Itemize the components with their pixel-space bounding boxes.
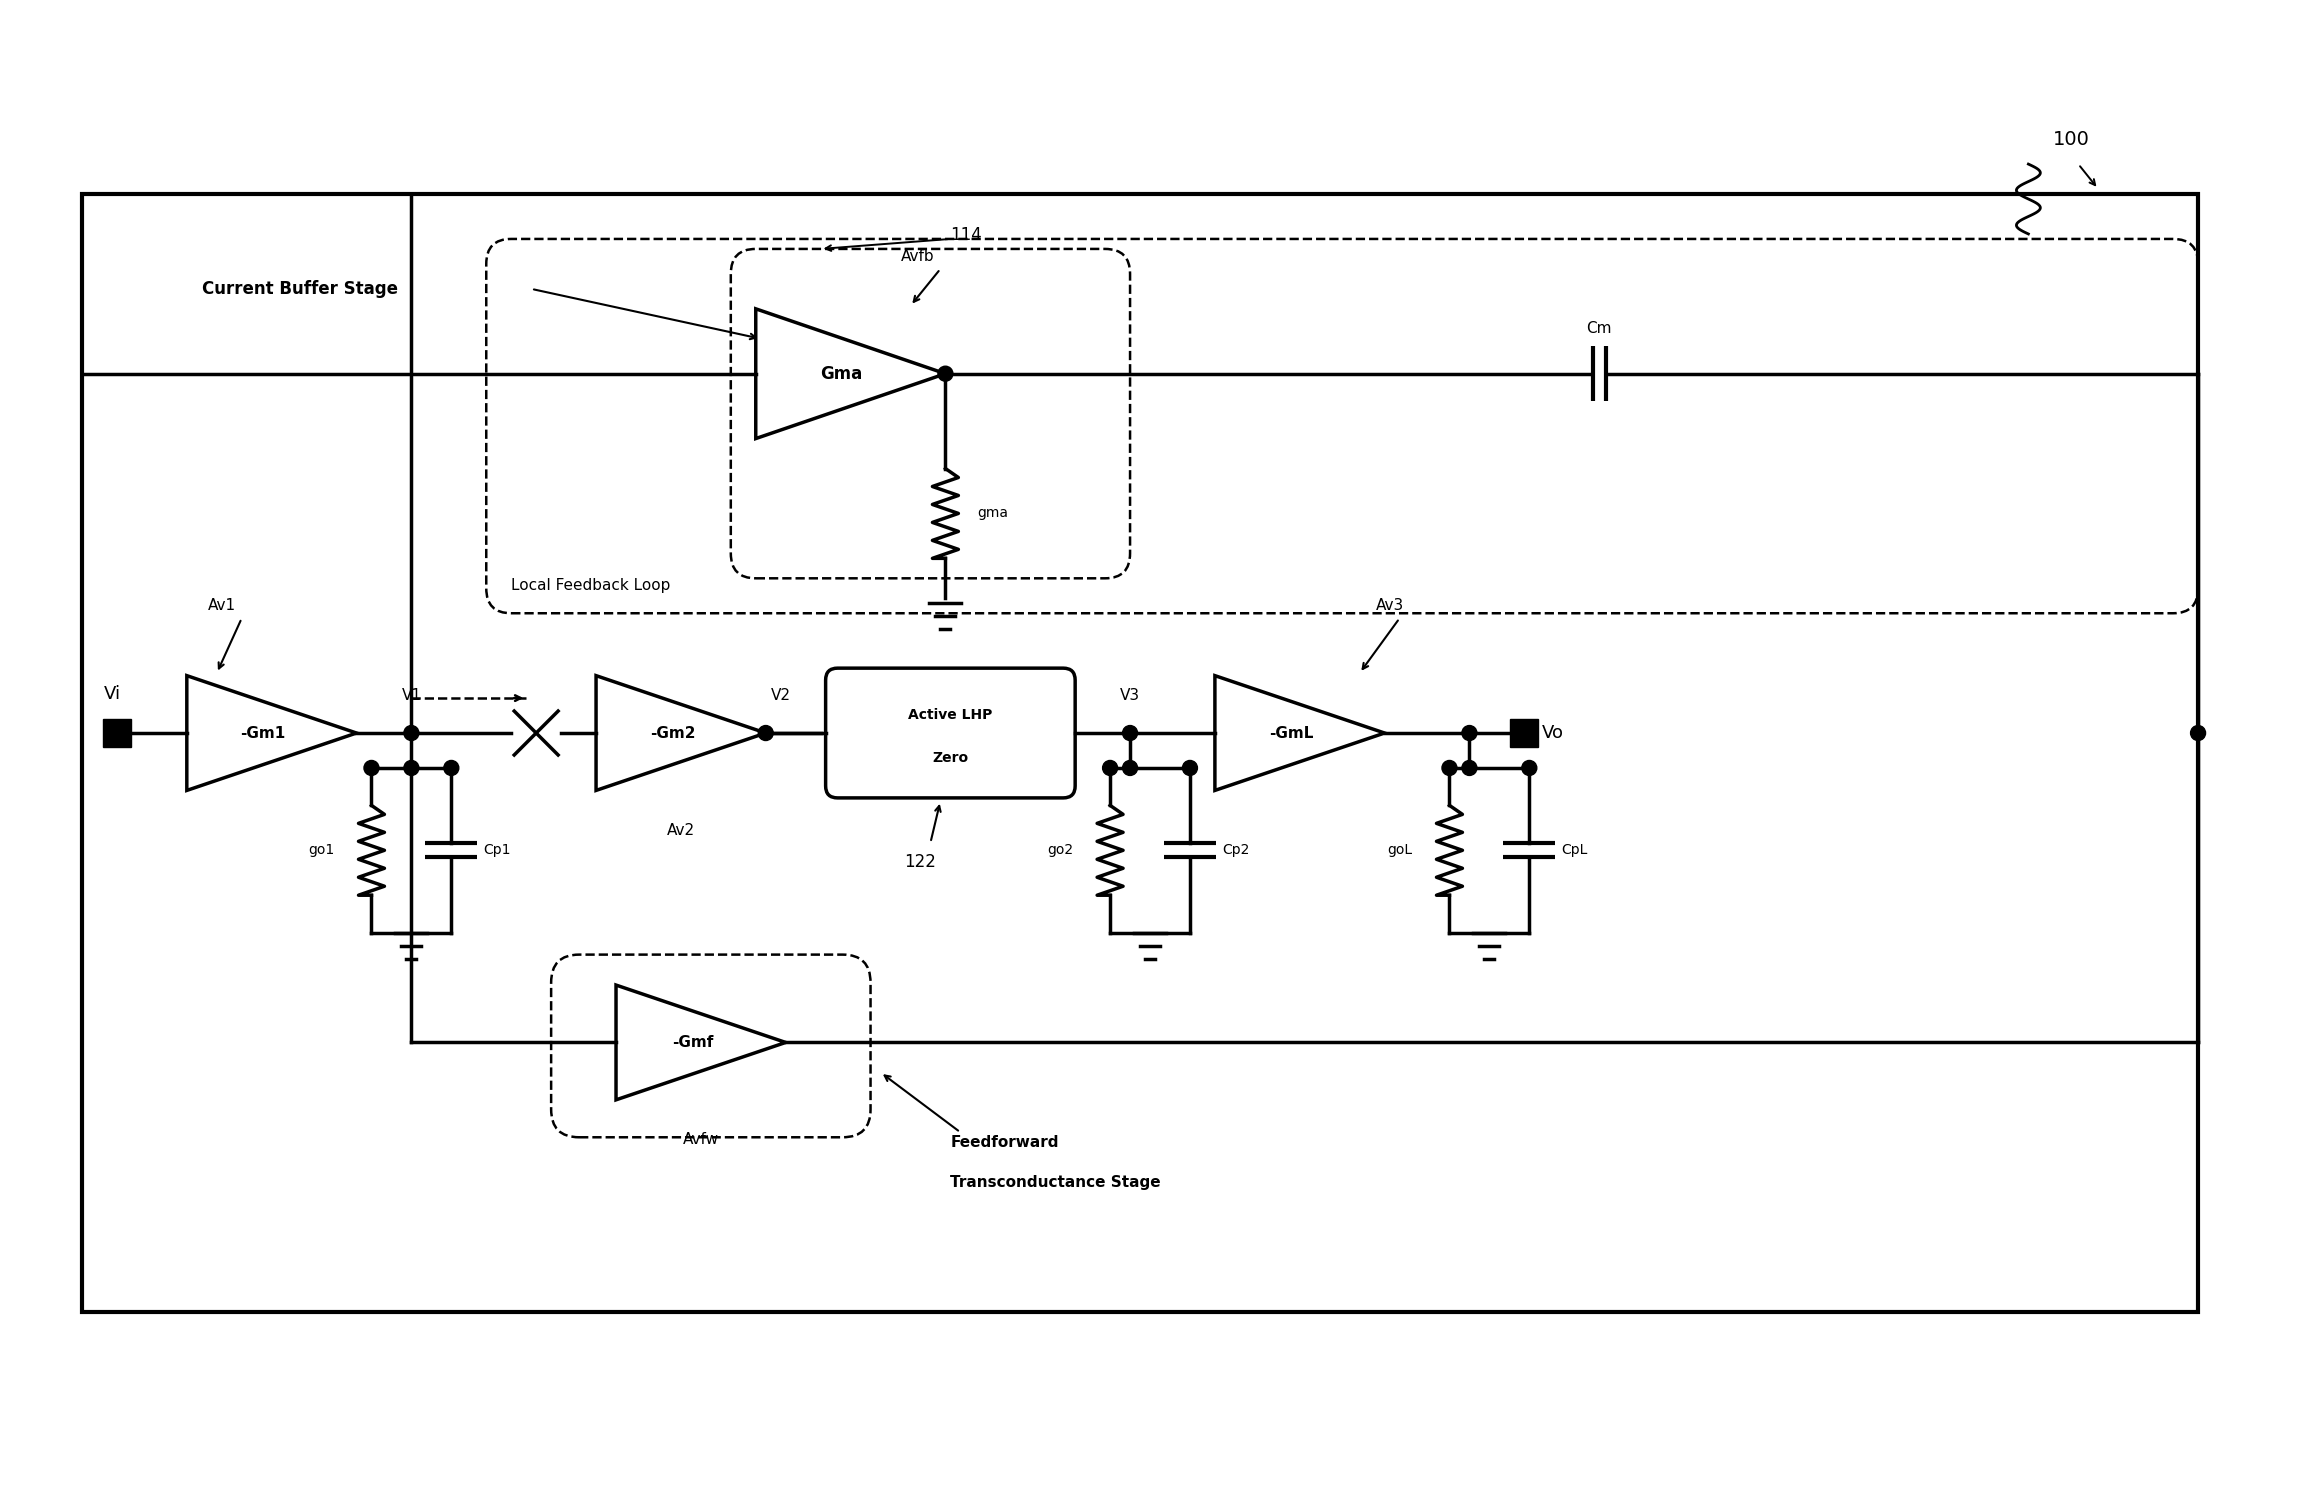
Text: Avfw: Avfw [683,1132,720,1147]
Circle shape [1463,726,1477,741]
Text: Av1: Av1 [207,599,237,614]
Text: Av2: Av2 [666,823,694,838]
Text: go2: go2 [1047,844,1073,857]
Circle shape [404,726,418,741]
Text: Local Feedback Loop: Local Feedback Loop [511,578,671,593]
Text: Feedforward: Feedforward [950,1135,1059,1150]
Circle shape [1521,760,1537,775]
Circle shape [1463,760,1477,775]
Text: Cp1: Cp1 [483,844,511,857]
Circle shape [1122,760,1138,775]
Text: 114: 114 [950,225,982,243]
Text: Av3: Av3 [1375,599,1405,614]
Text: Avfb: Avfb [901,249,933,264]
Text: Active LHP: Active LHP [908,708,991,723]
Text: -GmL: -GmL [1270,726,1314,741]
Circle shape [1103,760,1117,775]
Circle shape [1182,760,1198,775]
Text: Current Buffer Stage: Current Buffer Stage [202,279,397,297]
Text: go1: go1 [309,844,334,857]
Text: V1: V1 [402,688,420,703]
Circle shape [404,760,418,775]
Circle shape [759,726,773,741]
Text: goL: goL [1386,844,1412,857]
Text: Vo: Vo [1542,724,1565,742]
Bar [1509,720,1537,746]
Circle shape [1122,726,1138,741]
Text: gma: gma [978,506,1008,521]
Text: Transconductance Stage: Transconductance Stage [950,1175,1161,1190]
Text: Gma: Gma [820,364,861,382]
Text: -Gm1: -Gm1 [241,726,286,741]
Circle shape [938,366,952,381]
Bar [102,720,130,746]
Circle shape [2190,726,2206,741]
Text: CpL: CpL [1560,844,1588,857]
Text: Cp2: Cp2 [1221,844,1249,857]
Text: Cm: Cm [1586,321,1611,336]
Text: V3: V3 [1119,688,1140,703]
Circle shape [1442,760,1456,775]
Text: -Gmf: -Gmf [671,1035,713,1050]
Text: -Gm2: -Gm2 [650,726,694,741]
Circle shape [365,760,378,775]
Text: V2: V2 [771,688,792,703]
Text: Zero: Zero [933,751,968,764]
Text: Vi: Vi [104,685,121,703]
Circle shape [444,760,460,775]
Text: 100: 100 [2053,130,2090,149]
Text: 122: 122 [906,853,936,870]
